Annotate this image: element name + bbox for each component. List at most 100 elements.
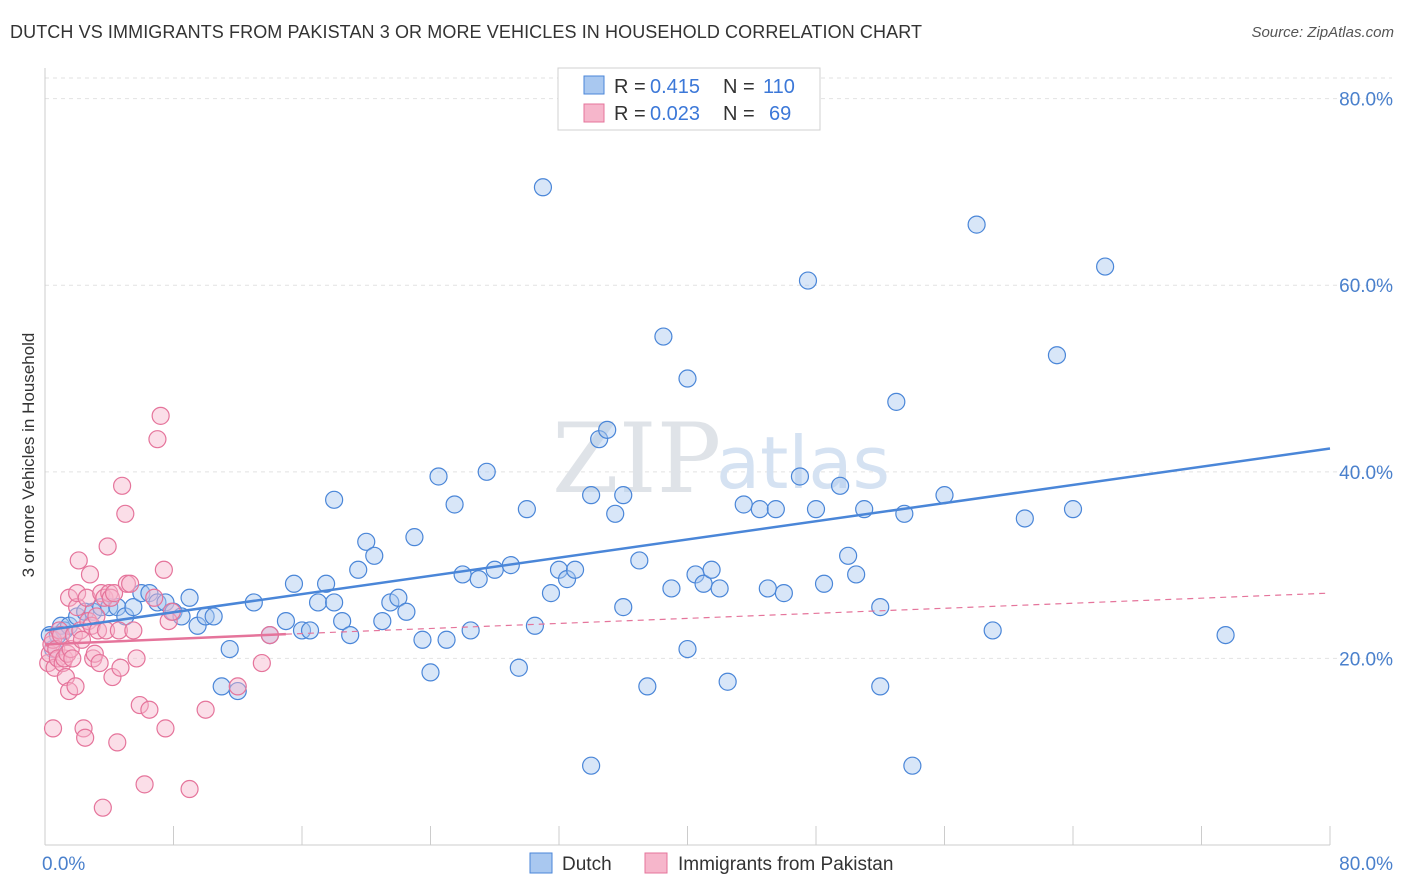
dutch-point-49: [429, 467, 448, 486]
dutch-point-101: [903, 756, 922, 775]
pakistan-point-58: [148, 430, 167, 449]
pakistan-point-4: [43, 719, 63, 738]
dutch-point-91: [806, 500, 826, 519]
bottom-legend-swatch-pakistan: [644, 852, 668, 874]
bottom-legend: Dutch Immigrants from Pakistan: [529, 852, 893, 875]
watermark-zip: ZIP: [552, 403, 721, 515]
pakistan-point-44: [104, 584, 124, 603]
pakistan-point-19: [66, 677, 85, 696]
trend-lines: [44, 447, 1331, 646]
dutch-point-73: [630, 551, 649, 570]
dutch-point-55: [477, 462, 496, 481]
dutch-point-105: [1015, 509, 1034, 528]
dutch-point-37: [333, 611, 352, 631]
pakistan-point-47: [111, 658, 130, 677]
pakistan-point-56: [140, 700, 159, 719]
pakistan-point-51: [121, 574, 140, 593]
dutch-point-60: [525, 616, 545, 635]
y-tick-label-20: 20.0%: [1339, 649, 1393, 670]
pakistan-point-32: [85, 644, 104, 663]
legend-n-label-2: N =: [723, 103, 755, 125]
dutch-point-66: [582, 756, 601, 775]
watermark-atlas: atlas: [716, 421, 890, 505]
legend-box: R = 0.415 N = 110 R = 0.023 N = 69: [557, 67, 821, 131]
dutch-point-85: [750, 500, 769, 519]
x-tick-label-max: 80.0%: [1339, 854, 1393, 875]
dutch-point-76: [662, 579, 681, 598]
pakistan-point-59: [151, 406, 170, 425]
dutch-point-71: [614, 598, 633, 617]
pakistan-point-55: [135, 775, 154, 794]
dutch-point-77: [678, 369, 697, 388]
pakistan-point-40: [98, 537, 117, 556]
legend-swatch-dutch: [583, 75, 605, 95]
dutch-point-74: [638, 677, 657, 696]
dutch-point-59: [517, 500, 536, 519]
pakistan-point-48: [112, 476, 132, 495]
dutch-trend-line: [44, 447, 1331, 632]
pakistan-point-66: [228, 677, 247, 696]
dutch-point-54: [469, 570, 488, 589]
legend-n-value-2: 69: [769, 103, 791, 125]
pakistan-point-33: [87, 607, 106, 626]
dutch-point-29: [276, 611, 296, 631]
pakistan-point-26: [76, 728, 95, 747]
legend-r-value-1: 0.415: [650, 76, 700, 98]
pakistan-point-60: [154, 560, 173, 579]
dutch-point-30: [284, 574, 304, 593]
dutch-point-41: [365, 546, 384, 565]
pakistan-point-65: [196, 700, 215, 719]
dutch-point-23: [204, 607, 223, 626]
y-tick-label-60: 60.0%: [1339, 276, 1393, 297]
dutch-point-86: [758, 579, 777, 598]
dutch-point-97: [871, 677, 890, 696]
pakistan-trend-line: [44, 632, 286, 646]
dutch-point-104: [983, 621, 1002, 640]
dutch-point-94: [839, 546, 858, 565]
dutch-point-50: [437, 630, 456, 649]
dutch-point-89: [790, 467, 810, 486]
pakistan-point-37: [93, 798, 112, 817]
dutch-point-46: [405, 528, 424, 547]
dutch-point-83: [718, 672, 737, 691]
dutch-point-42: [373, 611, 392, 631]
dutch-point-25: [220, 639, 239, 659]
pakistan-point-64: [180, 779, 199, 799]
dutch-point-84: [734, 495, 753, 514]
dutch-point-53: [461, 621, 480, 640]
y-tick-label-40: 40.0%: [1339, 463, 1393, 484]
dutch-point-81: [702, 560, 721, 579]
dutch-point-87: [766, 500, 785, 519]
dutch-point-82: [710, 579, 729, 598]
pakistan-point-17: [63, 649, 82, 668]
pakistan-point-21: [68, 584, 87, 603]
pakistan-point-53: [127, 649, 146, 668]
dutch-point-78: [678, 639, 697, 659]
y-axis-label: 3 or more Vehicles in Household: [19, 333, 38, 578]
bottom-legend-dutch: Dutch: [562, 854, 612, 875]
dutch-point-58: [509, 658, 528, 677]
dutch-point-72: [614, 486, 633, 505]
y-tick-label-80: 80.0%: [1339, 90, 1393, 111]
watermark: ZIP atlas: [552, 403, 890, 515]
dutch-point-67: [582, 486, 601, 505]
dutch-point-36: [325, 490, 344, 509]
dutch-point-51: [445, 495, 464, 514]
dutch-point-106: [1047, 346, 1067, 365]
dutch-point-48: [421, 663, 440, 682]
dutch-point-24: [212, 677, 231, 696]
dutch-point-70: [606, 504, 625, 523]
legend-r-value-2: 0.023: [650, 103, 700, 125]
dutch-point-90: [798, 271, 818, 290]
dutch-point-45: [397, 602, 416, 621]
dutch-point-103: [967, 215, 986, 234]
bottom-legend-swatch-dutch: [529, 852, 553, 874]
pakistan-trend-line-dashed: [285, 592, 1331, 635]
dutch-point-39: [349, 560, 368, 579]
dutch-point-26: [228, 681, 247, 701]
dutch-point-56: [485, 560, 504, 579]
legend-n-value-1: 110: [763, 76, 795, 98]
legend-n-label-1: N =: [723, 76, 755, 98]
dutch-point-93: [830, 476, 850, 495]
pakistan-point-54: [130, 695, 149, 715]
